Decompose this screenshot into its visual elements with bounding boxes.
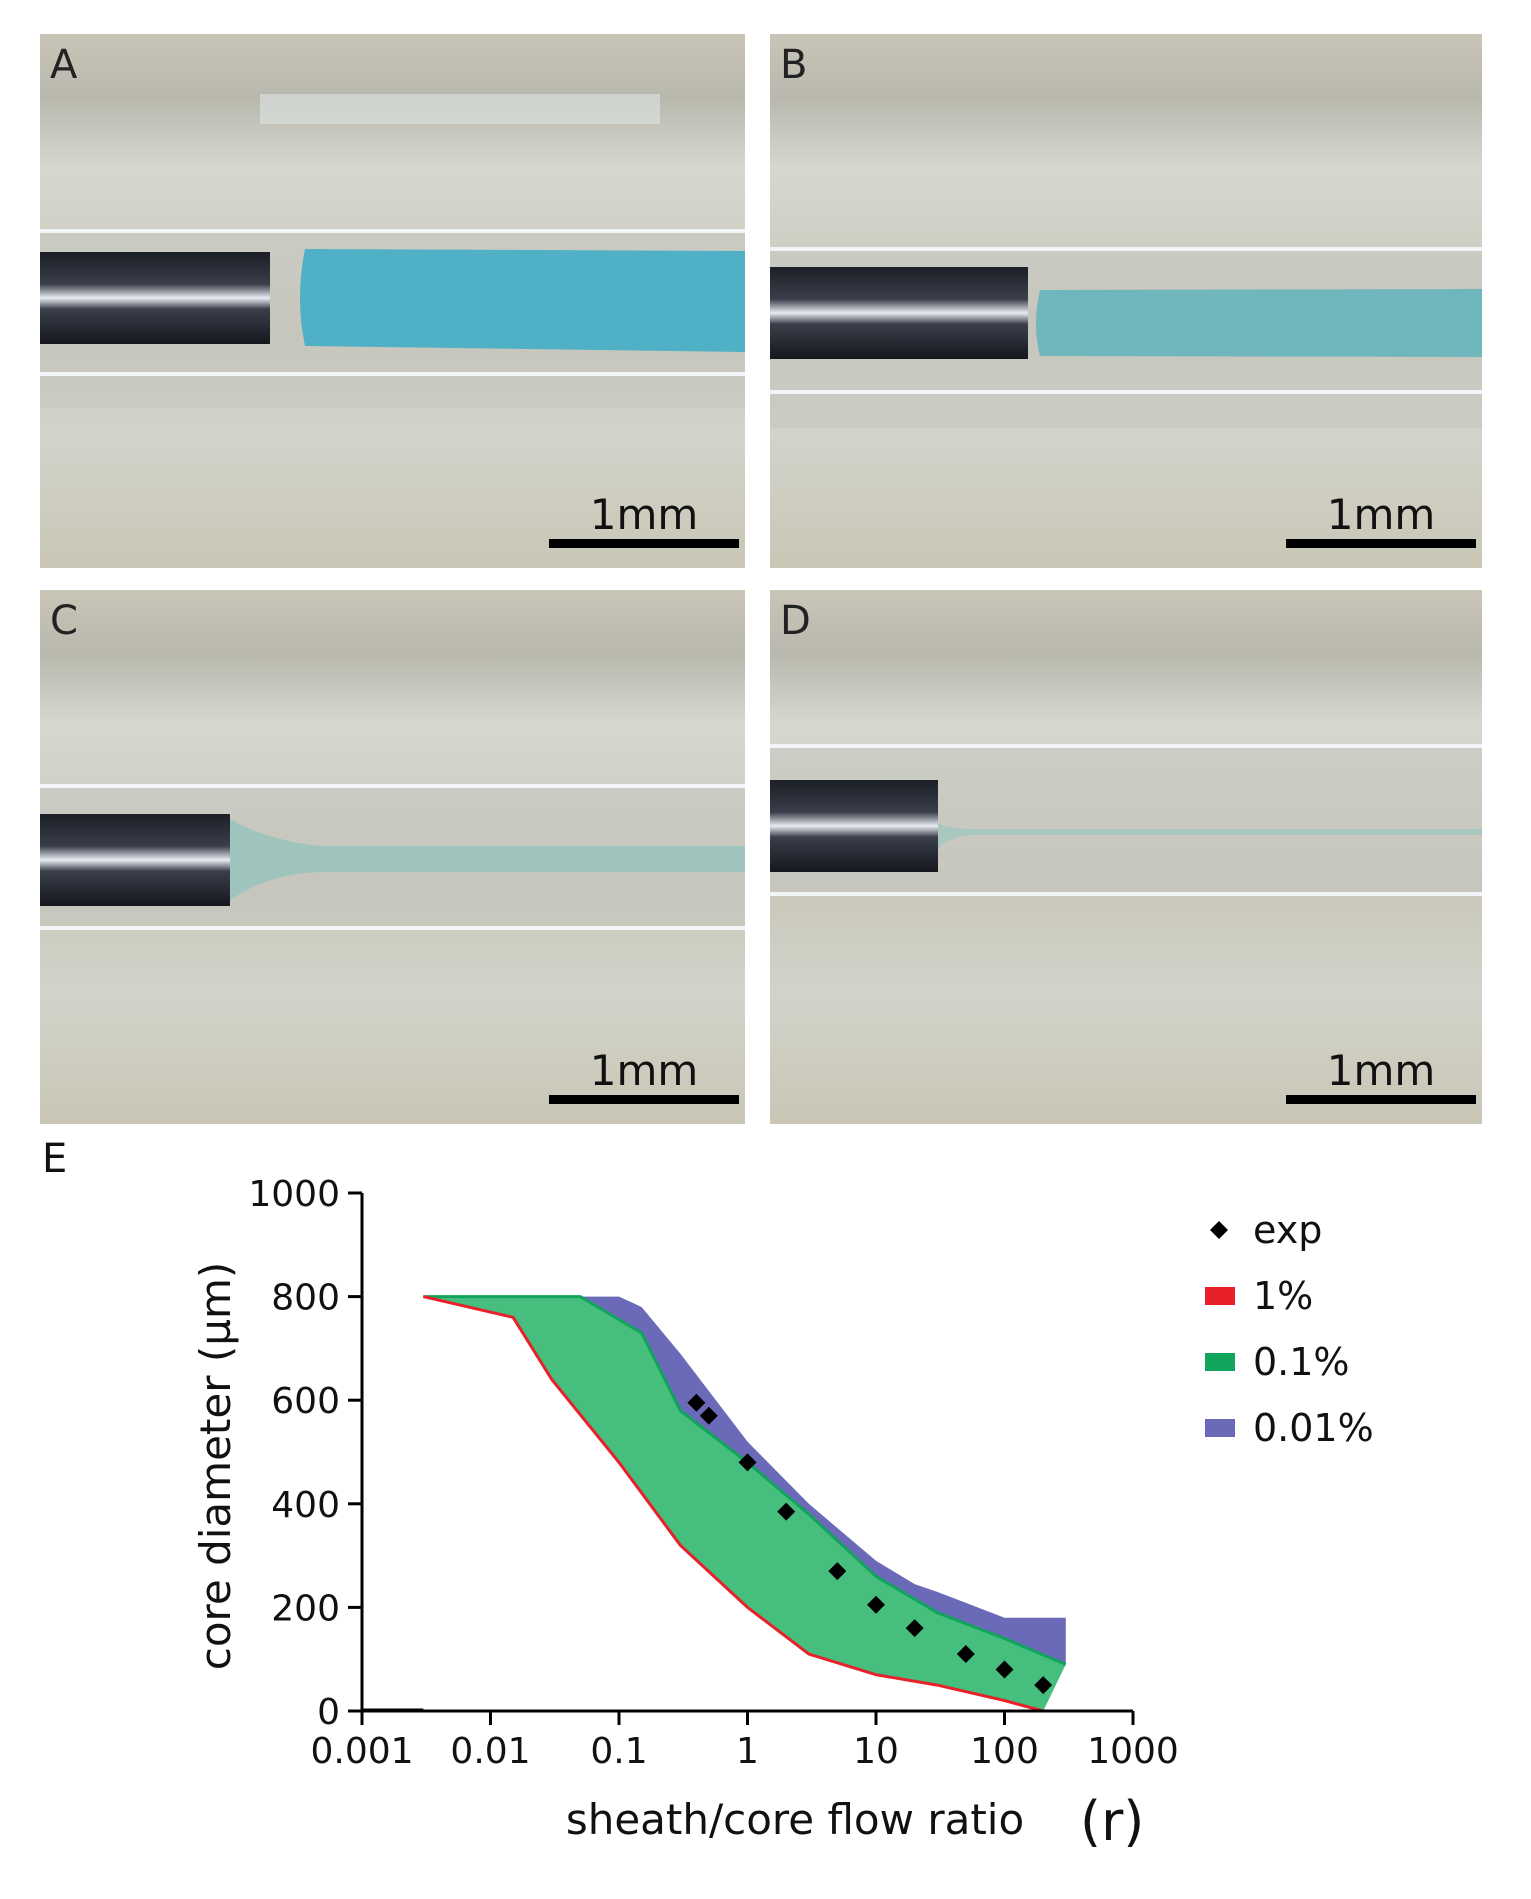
y-tick-label: 600: [271, 1381, 340, 1422]
photo-panel-b: B 1mm: [770, 34, 1482, 568]
axes: [348, 1191, 1135, 1725]
exp-point: [1034, 1676, 1053, 1695]
panel-label-b: B: [780, 42, 808, 88]
legend-swatch: [1205, 1353, 1235, 1371]
capillary-photo-a: [40, 34, 745, 568]
photo-panel-d: D 1mm: [770, 590, 1482, 1124]
panel-label-d: D: [780, 598, 811, 644]
legend-marker-exp: [1210, 1221, 1228, 1239]
exp-point: [867, 1595, 885, 1614]
exp-point: [828, 1562, 847, 1581]
capillary-photo-b: [770, 34, 1482, 568]
series-line-0.1pct: [423, 1295, 1067, 1666]
exp-point: [687, 1393, 706, 1412]
series-area-0.01pct: [423, 1296, 1066, 1665]
scale-bar-label-b: 1mm: [1326, 490, 1436, 539]
scale-bar-a: 1mm: [549, 493, 739, 548]
scale-bar-label-a: 1mm: [589, 490, 699, 539]
scale-bar-label-c: 1mm: [589, 1046, 699, 1095]
legend-swatch: [1205, 1419, 1235, 1437]
scale-bar-d: 1mm: [1286, 1049, 1476, 1104]
exp-point: [777, 1502, 796, 1521]
y-tick-label: 400: [271, 1485, 340, 1526]
exp-point: [995, 1660, 1014, 1679]
legend-label: exp: [1253, 1208, 1322, 1252]
x-axis-label: sheath/core flow ratio: [566, 1795, 1024, 1844]
scale-bar-c: 1mm: [549, 1049, 739, 1104]
x-tick-label: 0.1: [590, 1731, 647, 1772]
capillary-photo-c: [40, 590, 745, 1124]
capillary-photo-d: [770, 590, 1482, 1124]
tick-labels: 0.001 0.01 0.1 1 10 100 1000 0 200 400 600 800 1000: [248, 1174, 1178, 1772]
x-tick-label: 0.001: [310, 1731, 413, 1772]
series-area-0.1pct: [423, 1296, 1066, 1711]
y-axis-label: core diameter (µm): [191, 1262, 240, 1670]
legend-label: 0.01%: [1253, 1406, 1374, 1450]
scale-bar-label-d: 1mm: [1326, 1046, 1436, 1095]
legend-swatch: [1205, 1287, 1235, 1305]
legend-label: 0.1%: [1253, 1340, 1350, 1384]
panel-label-e: E: [42, 1136, 67, 1182]
y-tick-label: 1000: [248, 1174, 340, 1215]
series-areas: [422, 1295, 1067, 1713]
x-tick-label: 1: [736, 1731, 759, 1772]
exp-point: [738, 1453, 757, 1472]
x-tick-label: 10: [853, 1731, 899, 1772]
exp-point: [699, 1406, 718, 1425]
y-tick-label: 0: [317, 1692, 340, 1733]
x-tick-label: 100: [970, 1731, 1039, 1772]
y-tick-label: 200: [271, 1588, 340, 1629]
panel-label-a: A: [50, 42, 78, 88]
x-tick-label: 0.01: [450, 1731, 530, 1772]
x-tick-label: 1000: [1087, 1731, 1179, 1772]
series-exp-points: [687, 1393, 1053, 1695]
legend-label: 1%: [1253, 1274, 1313, 1318]
legend: exp 1% 0.1% 0.01%: [1205, 1208, 1374, 1450]
scale-bar-b: 1mm: [1286, 493, 1476, 548]
exp-point: [905, 1619, 924, 1638]
photo-panel-c: C 1mm: [40, 590, 745, 1124]
panel-label-c: C: [50, 598, 78, 644]
series-line-1pct: [422, 1295, 1044, 1713]
y-tick-label: 800: [271, 1278, 340, 1319]
x-axis-label-suffix: (r): [1080, 1790, 1144, 1853]
chart-core-diameter: E 0.001 0.01 0.1 1 10 100 1000 0 200 400 600 800 100…: [42, 1136, 1374, 1853]
photo-panel-a: A 1mm: [40, 34, 745, 568]
exp-point: [956, 1645, 975, 1664]
